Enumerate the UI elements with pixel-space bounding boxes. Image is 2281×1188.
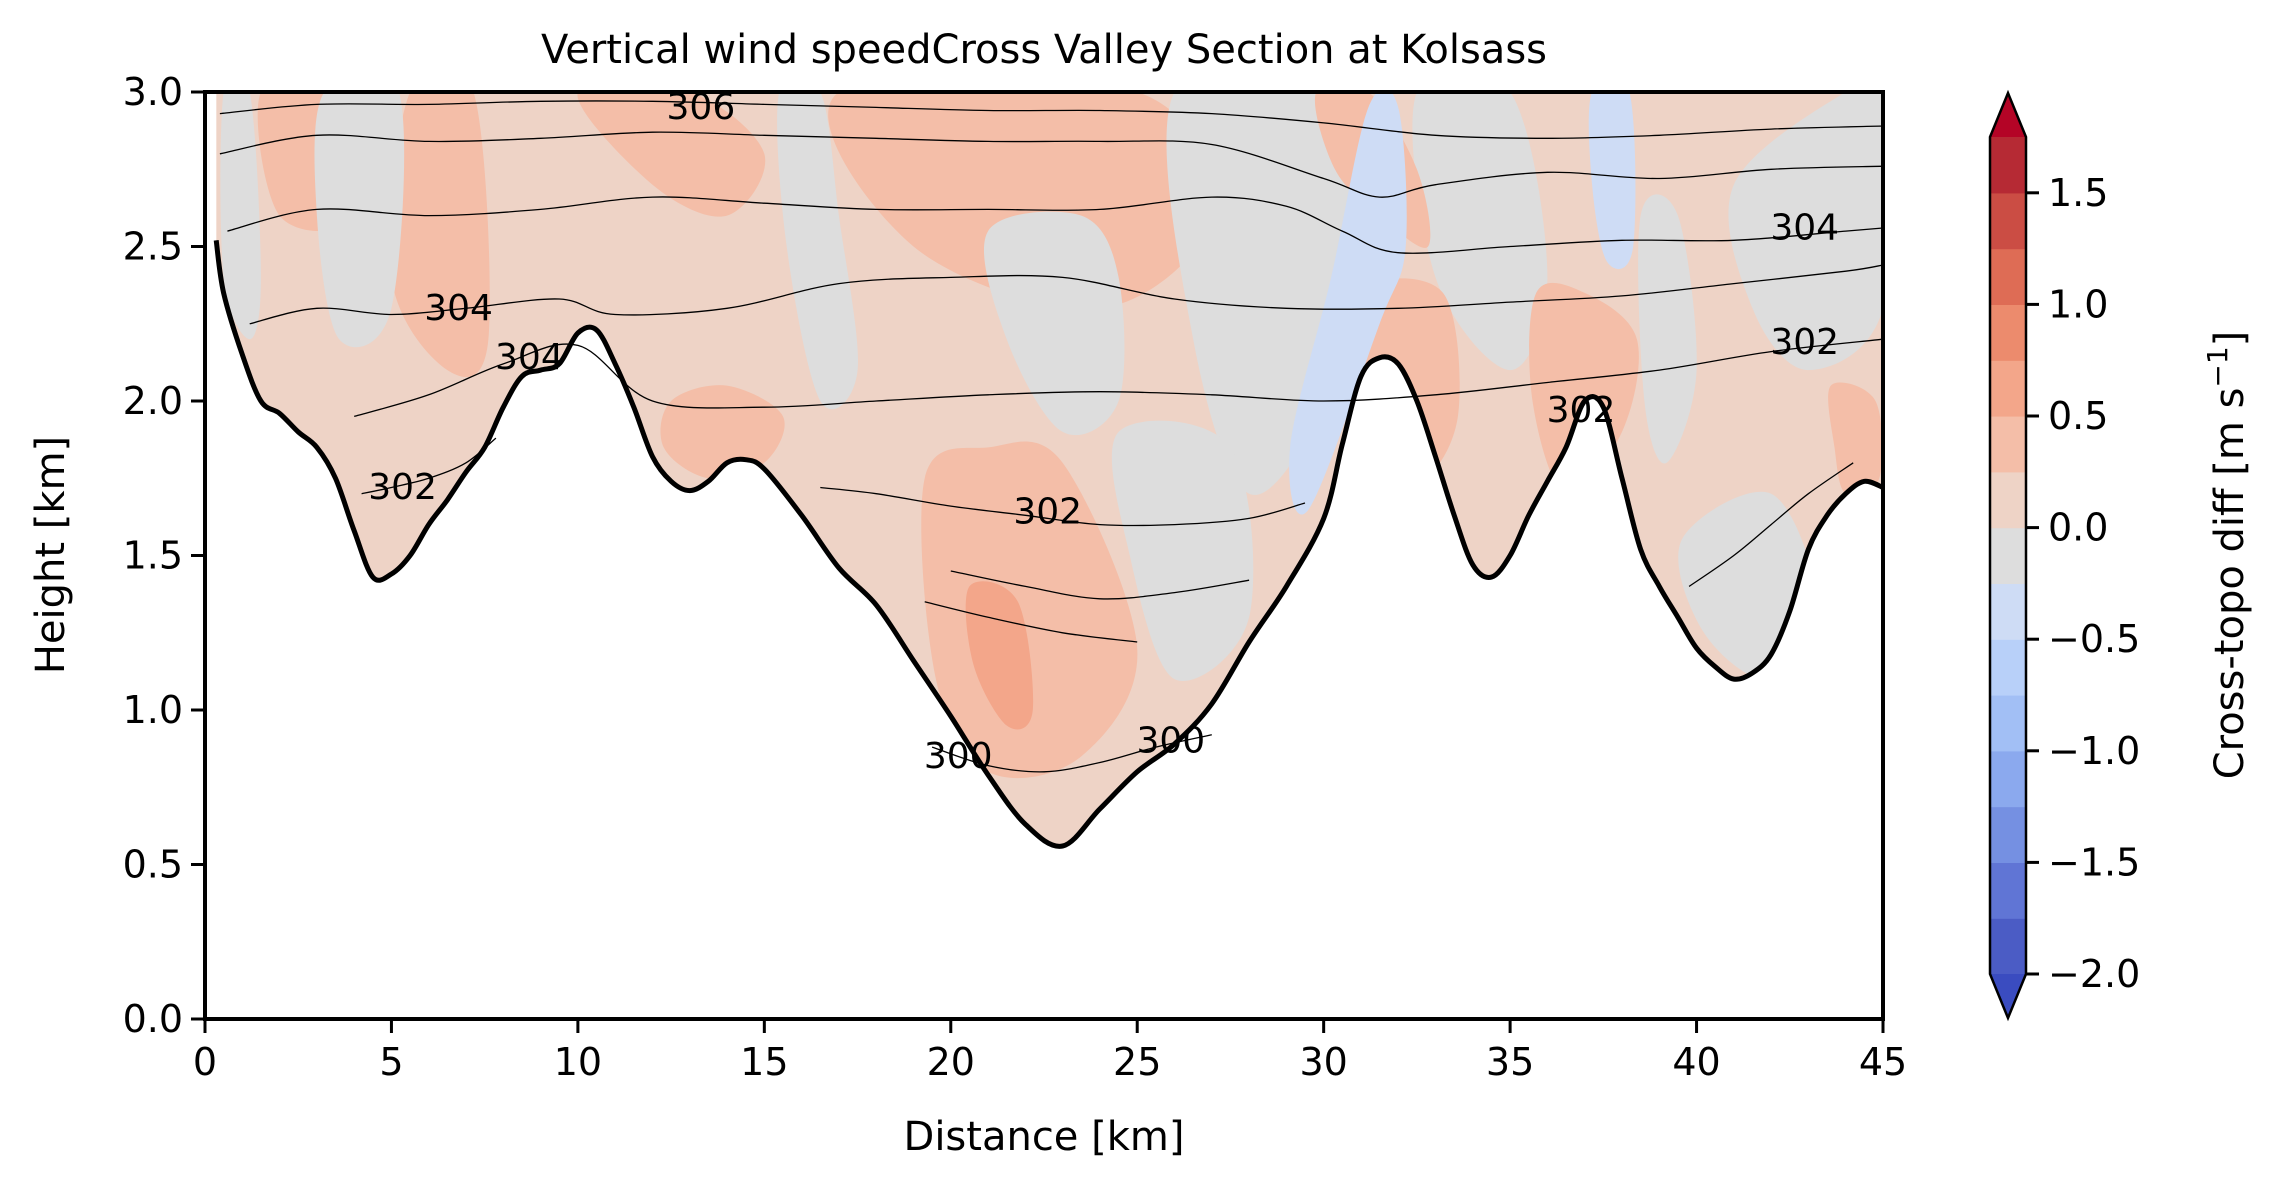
field-patch [1728,92,1883,371]
contour-label: 304 [1770,208,1839,249]
y-tick-label: 2.5 [123,225,183,269]
field-patch [965,581,1034,730]
field-patch [1828,382,1883,496]
x-tick-label: 5 [379,1040,403,1084]
x-tick-label: 25 [1113,1040,1161,1084]
field-patch [660,385,785,479]
contour-label: 302 [368,467,437,508]
contour-line-302 [354,338,1883,418]
colorbar-extend-over [1990,93,2026,137]
field-patch [577,92,766,217]
contour-label: 300 [924,736,993,777]
y-tick-label: 1.0 [123,688,183,732]
contour-line-304 [249,264,1883,325]
field-patch [828,92,1213,309]
contour-line-306 [219,131,1883,198]
contour-label: 300 [1136,720,1205,761]
field-patch [1111,420,1254,681]
terrain-line [213,239,1883,849]
field-patch [220,92,261,340]
field-patch [1638,194,1697,464]
x-axis-label: Distance [km] [904,1114,1185,1160]
x-tick-label: 30 [1299,1040,1347,1084]
y-tick-label: 1.5 [123,534,183,578]
contour-label: 306 [667,87,736,128]
colorbar: −2.0 −1.5 −1.0 −0.5 0.0 0.5 1.0 1.5 Cross-topo … [1988,89,2253,1022]
colorbar-label: Cross-topo diff [m s−1] [2201,331,2253,780]
x-tick-label: 35 [1486,1040,1534,1084]
x-tick-label: 40 [1672,1040,1720,1084]
colorbar-ticks: −2.0 −1.5 −1.0 −0.5 0.0 0.5 1.0 1.5 [2026,171,2140,996]
y-tick-label: 3.0 [123,70,183,114]
x-tick-label: 45 [1859,1040,1907,1084]
colorbar-segment [1990,806,2026,863]
contour-label: 302 [1013,492,1082,533]
y-tick-label: 0.5 [123,843,183,887]
contour-label: 304 [495,337,564,378]
colorbar-segment [1990,862,2026,919]
colorbar-segment [1990,137,2026,194]
colorbar-tick-label: −1.0 [2048,729,2140,773]
contour-label: 302 [1770,322,1839,363]
contour-label: 302 [1547,390,1616,431]
colorbar-tick-label: 1.0 [2048,282,2108,326]
colorbar-segments [1988,89,2028,1022]
terrain-outline [213,239,1883,849]
colorbar-segment [1990,416,2026,473]
contour-line-300 [924,601,1138,643]
colorbar-label-main: Cross-topo diff [m s [2207,388,2253,780]
colorbar-segment [1990,248,2026,305]
colorbar-label-exponent: −1 [2201,346,2234,387]
y-tick-label: 0.0 [123,997,183,1041]
colorbar-segment [1990,360,2026,417]
colorbar-segment [1990,304,2026,361]
colorbar-tick-label: −2.0 [2048,952,2140,996]
colorbar-segment [1990,639,2026,696]
field-patch [389,92,490,378]
field-patch [1289,92,1407,515]
colorbar-segment [1990,750,2026,808]
colorbar-extend-under [1990,974,2026,1018]
chart-title: Vertical wind speedCross Valley Section … [541,27,1547,73]
colorbar-tick-label: 0.5 [2048,394,2108,438]
field-patch [983,211,1125,436]
contour-line-302 [1688,462,1854,587]
contour-line-306 [219,100,1883,139]
contour-label: 304 [424,288,493,329]
colorbar-tick-label: 1.5 [2048,171,2108,215]
terrain-mask [205,92,1883,1019]
colorbar-tick-label: 0.0 [2048,506,2108,550]
y-axis-label: Height [km] [28,436,74,674]
colorbar-segment [1990,471,2026,529]
x-tick-label: 10 [554,1040,602,1084]
contour-line-302 [820,486,1306,527]
colorbar-segment [1990,527,2026,584]
contour-line-300 [950,570,1250,600]
x-axis: 0 5 10 15 20 25 30 35 40 45 [193,1019,1907,1084]
x-tick-label: 0 [193,1040,217,1084]
colorbar-segment [1990,192,2026,250]
colorbar-label-close: ] [2207,331,2253,347]
y-axis: 0.0 0.5 1.0 1.5 2.0 2.5 3.0 [123,70,205,1041]
field-patch [777,92,858,410]
colorbar-segment [1990,583,2026,640]
field-patch [921,441,1138,779]
contour-line-304 [227,196,1883,254]
x-tick-label: 20 [927,1040,975,1084]
terrain-mask-fill [205,92,1883,1019]
x-tick-label: 15 [740,1040,788,1084]
colorbar-tick-label: −1.5 [2048,840,2140,884]
y-tick-label: 2.0 [123,379,183,423]
colorbar-tick-label: −0.5 [2048,617,2140,661]
colorbar-segment [1990,695,2026,752]
field-patch [314,92,405,348]
colorbar-segment [1990,918,2026,975]
